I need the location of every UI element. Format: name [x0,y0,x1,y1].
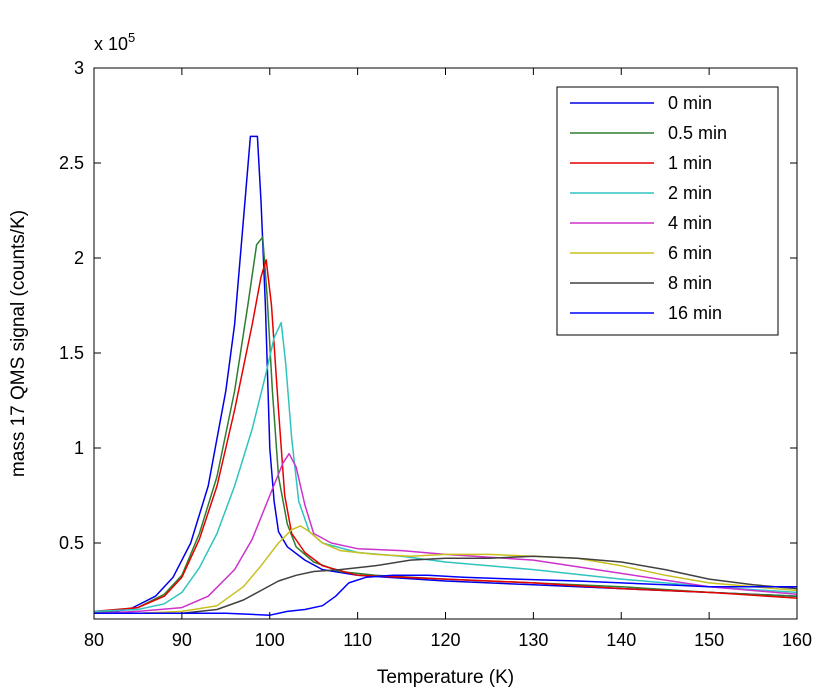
series-line-2 [93,259,798,613]
legend-label-7: 16 min [668,303,722,323]
x-tick-label-8: 160 [782,630,812,650]
x-tick-label-4: 120 [430,630,460,650]
axis-tick-labels: 80 90 100 110 120 130 140 150 160 0.5 1 1.5 2 2.5 3 [59,58,812,650]
legend-label-3: 2 min [668,183,712,203]
legend-label-4: 4 min [668,213,712,233]
axis-ticks [93,67,798,619]
series-line-7 [94,574,797,616]
legend-label-5: 6 min [668,243,712,263]
series-line-0 [93,135,798,615]
series-lines [93,135,798,616]
x-tick-label-3: 110 [343,630,372,650]
x-tick-label-7: 150 [694,630,724,650]
y-multiplier-exponent: 5 [128,30,135,45]
y-tick-label-4: 2.5 [59,153,84,173]
legend-label-2: 1 min [668,153,712,173]
legend-box [556,86,779,336]
y-tick-label-0: 0.5 [59,533,84,553]
y-multiplier: x 105 [94,30,135,54]
series-line-4 [93,452,798,615]
y-tick-label-1: 1 [74,438,84,458]
series-line-6 [94,555,798,615]
y-tick-label-2: 1.5 [59,343,84,363]
legend: 0 min 0.5 min 1 min 2 min 4 min 6 min 8 min 16 … [556,86,779,336]
y-tick-label-3: 2 [74,248,84,268]
series-line-5 [94,525,798,615]
legend-label-1: 0.5 min [668,123,727,143]
series-line-3 [93,321,798,613]
y-tick-label-5: 3 [74,58,84,78]
legend-label-0: 0 min [668,93,712,113]
x-tick-label-1: 90 [172,630,192,650]
legend-label-6: 8 min [668,273,712,293]
x-tick-label-5: 130 [518,630,548,650]
x-tick-label-0: 80 [84,630,104,650]
x-tick-label-2: 100 [255,630,285,650]
x-tick-label-6: 140 [606,630,636,650]
y-axis-title: mass 17 QMS signal (counts/K) [8,210,29,477]
x-axis-title: Temperature (K) [377,667,514,688]
